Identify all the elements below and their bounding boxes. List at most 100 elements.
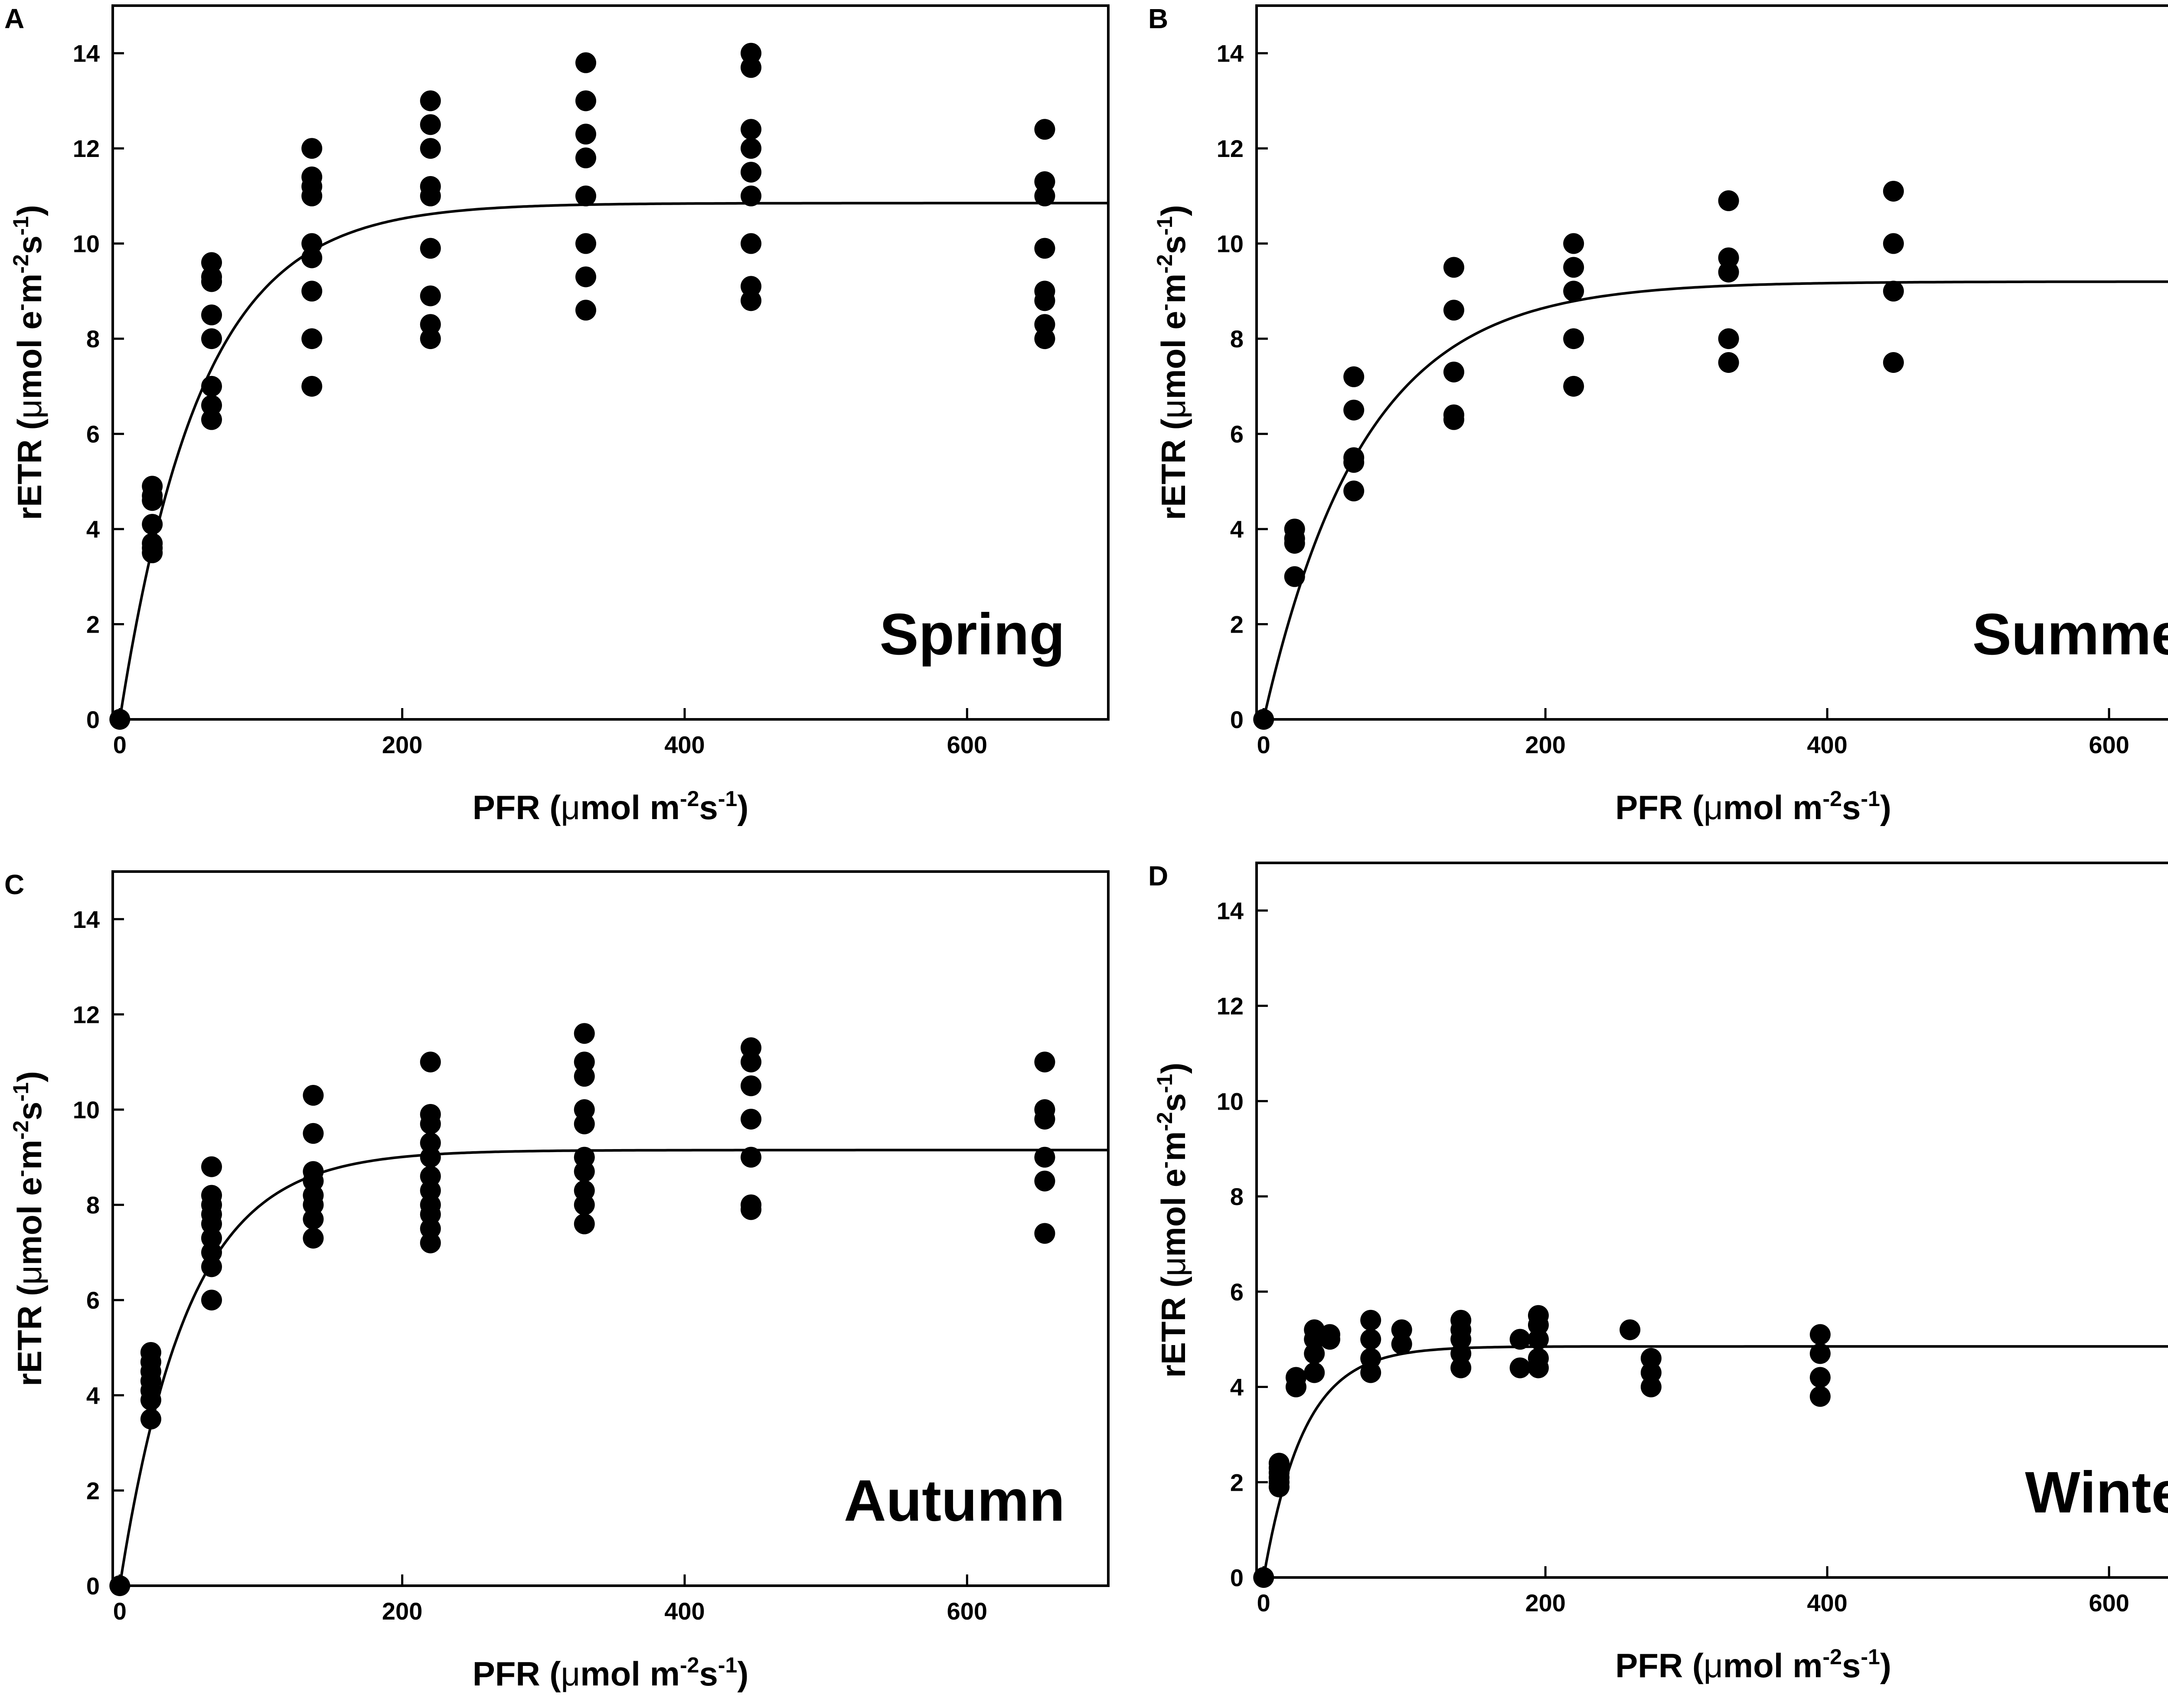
data-point [741, 42, 762, 64]
data-point [1034, 171, 1055, 193]
plot-frame [111, 4, 1110, 721]
data-point [1883, 233, 1904, 254]
x-tick-label: 600 [947, 731, 987, 758]
y-tick-label: 0 [86, 706, 100, 733]
data-point [1809, 1386, 1831, 1407]
x-tick-label: 200 [1525, 731, 1565, 758]
data-point [1883, 281, 1904, 302]
data-point [1253, 1567, 1274, 1588]
data-point [420, 1194, 441, 1215]
data-point [1034, 185, 1055, 206]
data-point [741, 276, 762, 297]
data-point [1343, 480, 1365, 502]
data-point [301, 376, 323, 397]
data-point [1718, 352, 1739, 373]
panel-letter: A [4, 3, 24, 34]
fit-curve [1262, 1345, 2168, 1578]
y-axis-label: rETR (μmol e-m-2s-1) [9, 205, 49, 520]
x-tick-label: 200 [1525, 1589, 1565, 1617]
data-point [420, 90, 441, 111]
data-point [741, 233, 762, 254]
data-point [1253, 709, 1274, 730]
y-tick-label: 0 [1230, 706, 1244, 733]
data-point [142, 514, 163, 535]
data-point [1034, 281, 1055, 302]
data-point [1509, 1357, 1531, 1378]
data-point [201, 1185, 222, 1206]
y-tick-label: 2 [86, 1477, 100, 1504]
data-point [741, 138, 762, 159]
y-tick-label: 0 [1230, 1564, 1244, 1591]
data-point [201, 1156, 222, 1177]
data-point [420, 114, 441, 135]
x-tick-label: 400 [664, 731, 705, 758]
x-tick-label: 600 [2089, 1589, 2129, 1617]
data-point [1450, 1357, 1472, 1378]
y-axis-label: rETR (μmol e-m-2s-1) [1153, 1062, 1192, 1378]
data-point [741, 119, 762, 140]
y-tick-label: 0 [86, 1572, 100, 1600]
season-label: Spring [880, 601, 1065, 667]
x-tick-label: 600 [947, 1597, 987, 1625]
x-tick-label: 400 [664, 1597, 705, 1625]
data-point [1809, 1324, 1831, 1345]
data-point [1343, 366, 1365, 387]
data-point [1285, 1367, 1306, 1388]
y-tick-label: 4 [1230, 516, 1244, 543]
data-point [1718, 328, 1739, 349]
data-point [1319, 1324, 1340, 1345]
data-point [301, 167, 323, 188]
data-point [1034, 1146, 1055, 1168]
y-tick-label: 14 [73, 40, 100, 67]
data-point [1619, 1319, 1641, 1340]
data-point [140, 1342, 161, 1363]
y-tick-label: 6 [1230, 1278, 1244, 1306]
data-point [201, 1290, 222, 1311]
data-point [574, 1146, 595, 1168]
data-point [1343, 447, 1365, 468]
data-point [1809, 1343, 1831, 1364]
y-tick-label: 10 [1217, 230, 1244, 258]
x-tick-label: 0 [113, 731, 127, 758]
data-point [574, 1180, 595, 1201]
panel-b: 0 2 4 6 8 10 12 14 0 200 400 600 B Summer PFR (μmol m-… [1148, 3, 2168, 826]
y-tick-label: 8 [86, 325, 100, 353]
data-point [420, 1104, 441, 1125]
data-point [741, 1146, 762, 1168]
data-point [574, 1099, 595, 1120]
data-point [1640, 1376, 1662, 1398]
data-point [741, 57, 762, 78]
plot-frame [1255, 862, 2168, 1579]
data-point [1443, 257, 1464, 278]
data-point [741, 1194, 762, 1215]
data-point [1360, 1348, 1381, 1369]
data-point [303, 1085, 324, 1106]
data-point [1563, 233, 1584, 254]
data-point [420, 1146, 441, 1168]
data-point [1034, 314, 1055, 335]
fit-curve [118, 202, 1108, 720]
data-point [1443, 361, 1464, 382]
data-point [420, 1180, 441, 1201]
y-tick-label: 12 [73, 135, 100, 162]
plot-frame [111, 870, 1110, 1587]
x-axis-label: PFR (μmol m-2s-1) [1615, 1645, 1891, 1685]
panel-letter: C [4, 869, 24, 900]
data-point [1528, 1305, 1549, 1326]
y-axis-label: rETR (μmol e-m-2s-1) [9, 1071, 49, 1386]
data-point [201, 376, 222, 397]
data-point [109, 709, 131, 730]
data-point [1640, 1362, 1662, 1383]
data-point [574, 1213, 595, 1234]
data-point [1360, 1329, 1381, 1350]
data-point [420, 1132, 441, 1153]
data-point [1034, 119, 1055, 140]
data-point [201, 304, 222, 326]
data-point [1343, 399, 1365, 421]
data-point [420, 138, 441, 159]
data-point [1284, 519, 1305, 540]
data-point [201, 266, 222, 287]
y-tick-label: 4 [1230, 1374, 1244, 1401]
y-tick-label: 6 [86, 421, 100, 448]
panel-c: 0 2 4 6 8 10 12 14 0 200 400 600 C Autumn PFR (μmol m-… [4, 869, 1110, 1693]
